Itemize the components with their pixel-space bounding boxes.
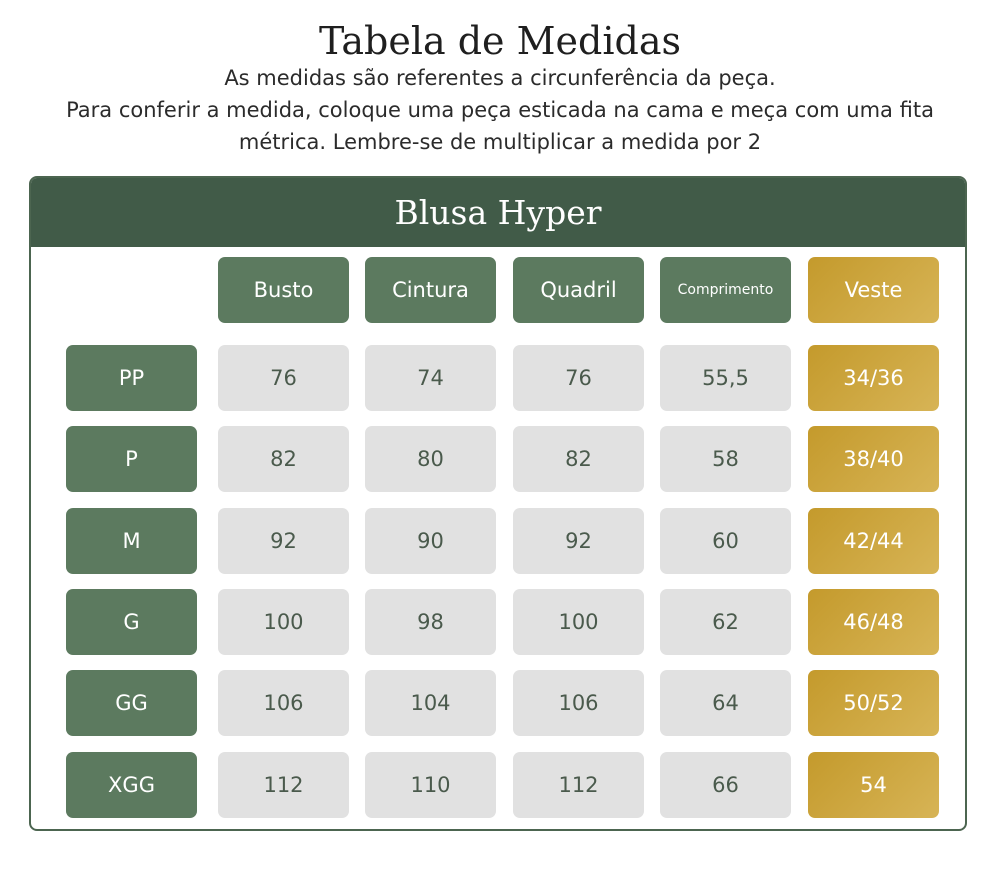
table-cell: 60 [660, 508, 791, 574]
table-cell: 62 [660, 589, 791, 655]
table-cell: 106 [218, 670, 349, 736]
veste-cell: 50/52 [808, 670, 939, 736]
table-cell: 82 [513, 426, 644, 492]
table-cell: 76 [513, 345, 644, 411]
size-label-pp: PP [66, 345, 197, 411]
table-cell: 82 [218, 426, 349, 492]
table-cell: 58 [660, 426, 791, 492]
table-title: Blusa Hyper [31, 178, 965, 247]
table-cell: 66 [660, 752, 791, 818]
size-label-g: G [66, 589, 197, 655]
column-header-cintura: Cintura [365, 257, 496, 323]
table-cell: 100 [513, 589, 644, 655]
table-cell: 92 [218, 508, 349, 574]
veste-cell: 34/36 [808, 345, 939, 411]
veste-cell: 54 [808, 752, 939, 818]
subtitle-line-2: Para conferir a medida, coloque uma peça… [66, 98, 934, 122]
table-cell: 100 [218, 589, 349, 655]
table-cell: 92 [513, 508, 644, 574]
veste-cell: 46/48 [808, 589, 939, 655]
column-header-veste: Veste [808, 257, 939, 323]
column-header-busto: Busto [218, 257, 349, 323]
veste-cell: 38/40 [808, 426, 939, 492]
page-title: Tabela de Medidas [318, 19, 681, 63]
table-cell: 80 [365, 426, 496, 492]
subtitle-line-3: métrica. Lembre-se de multiplicar a medi… [238, 130, 762, 154]
table-cell: 74 [365, 345, 496, 411]
veste-cell: 42/44 [808, 508, 939, 574]
table-cell: 106 [513, 670, 644, 736]
size-label-gg: GG [66, 670, 197, 736]
table-cell: 90 [365, 508, 496, 574]
table-cell: 112 [513, 752, 644, 818]
subtitle-line-1: As medidas são referentes a circunferênc… [224, 66, 776, 90]
size-label-p: P [66, 426, 197, 492]
table-cell: 98 [365, 589, 496, 655]
size-table-card: Blusa Hyper Busto Cintura Quadril Compri… [29, 176, 967, 831]
table-cell: 104 [365, 670, 496, 736]
table-cell: 64 [660, 670, 791, 736]
column-header-quadril: Quadril [513, 257, 644, 323]
table-cell: 110 [365, 752, 496, 818]
size-label-xgg: XGG [66, 752, 197, 818]
table-cell: 76 [218, 345, 349, 411]
size-label-m: M [66, 508, 197, 574]
table-cell: 112 [218, 752, 349, 818]
table-cell: 55,5 [660, 345, 791, 411]
column-header-comprimento: Comprimento [660, 257, 791, 323]
